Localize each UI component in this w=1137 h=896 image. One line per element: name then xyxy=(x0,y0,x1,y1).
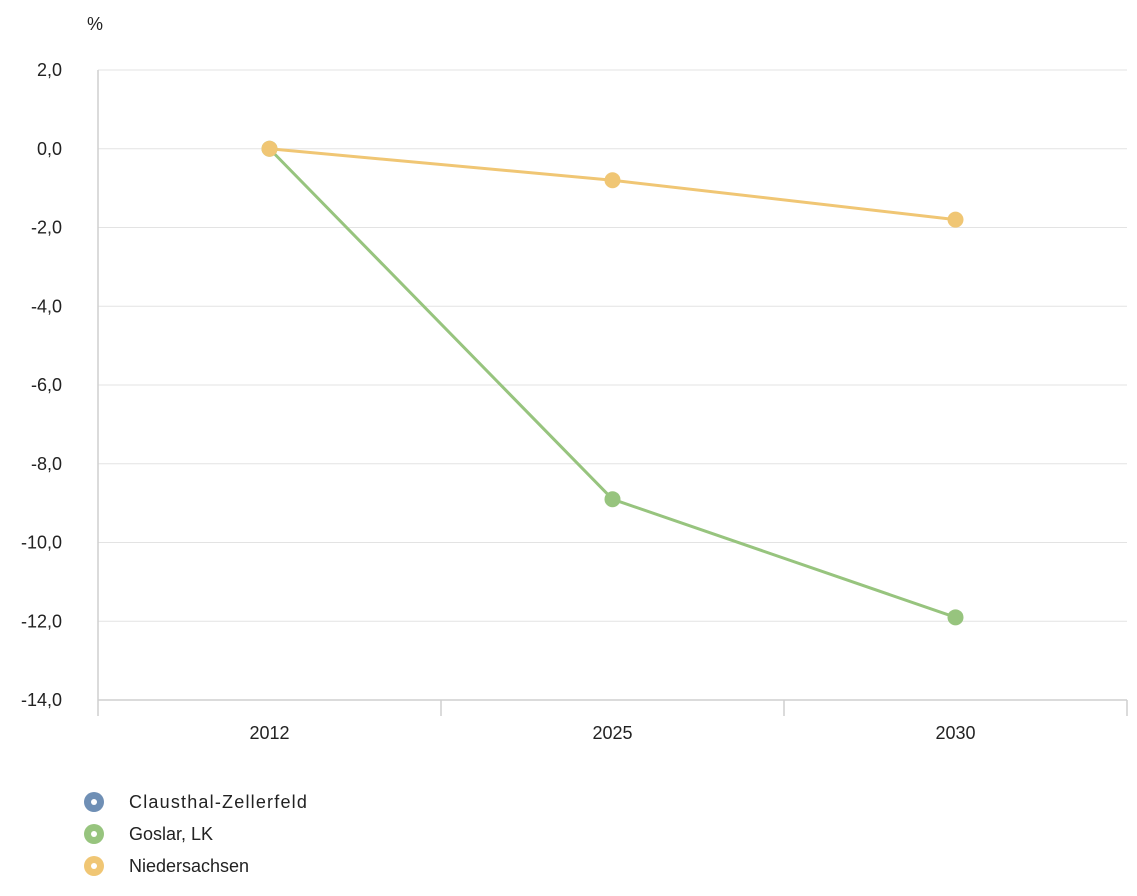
line-chart: % 2,00,0-2,0-4,0-6,0-8,0-10,0-12,0-14,0 … xyxy=(21,14,1128,743)
x-axis-tick-labels: 2012 2025 2030 xyxy=(249,723,975,743)
gridlines xyxy=(98,69,1127,622)
y-tick-label: -14,0 xyxy=(21,690,62,710)
series-points xyxy=(261,140,964,626)
y-tick-label: 0,0 xyxy=(37,139,62,159)
x-tick-label: 2030 xyxy=(935,723,975,743)
y-axis-tick-labels: 2,0 0,0 -2,0 -4,0 -6,0 -8,0 -10,0 -12,0 -14,0 xyxy=(21,60,62,710)
data-point xyxy=(947,609,964,626)
legend-marker-icon xyxy=(84,856,104,876)
y-tick-label: 2,0 xyxy=(37,60,62,80)
series-lines xyxy=(268,147,957,619)
legend-item-clausthal-zellerfeld[interactable]: Clausthal-Zellerfeld xyxy=(84,786,308,818)
data-point xyxy=(604,491,621,508)
legend: Clausthal-Zellerfeld Goslar, LK Niedersa… xyxy=(84,786,308,882)
legend-label: Clausthal-Zellerfeld xyxy=(129,791,309,812)
legend-label: Goslar, LK xyxy=(129,823,214,844)
legend-marker-icon xyxy=(84,792,104,812)
x-tick-label: 2025 xyxy=(592,723,632,743)
axes xyxy=(97,70,1128,716)
y-tick-label: -4,0 xyxy=(31,296,62,316)
y-tick-label: -2,0 xyxy=(31,218,62,238)
y-tick-label: -12,0 xyxy=(21,611,62,631)
x-tick-label: 2012 xyxy=(249,723,289,743)
y-tick-label: -10,0 xyxy=(21,533,62,553)
y-tick-label: -6,0 xyxy=(31,375,62,395)
data-point xyxy=(261,140,278,157)
legend-label: Niedersachsen xyxy=(129,855,250,876)
y-tick-label: -8,0 xyxy=(31,454,62,474)
series-line-1 xyxy=(268,147,957,619)
legend-item-niedersachsen[interactable]: Niedersachsen xyxy=(84,850,308,882)
data-point xyxy=(947,211,964,228)
y-axis-unit-label: % xyxy=(87,14,103,34)
legend-item-goslar-lk[interactable]: Goslar, LK xyxy=(84,818,308,850)
legend-marker-icon xyxy=(84,824,104,844)
data-point xyxy=(604,172,621,189)
